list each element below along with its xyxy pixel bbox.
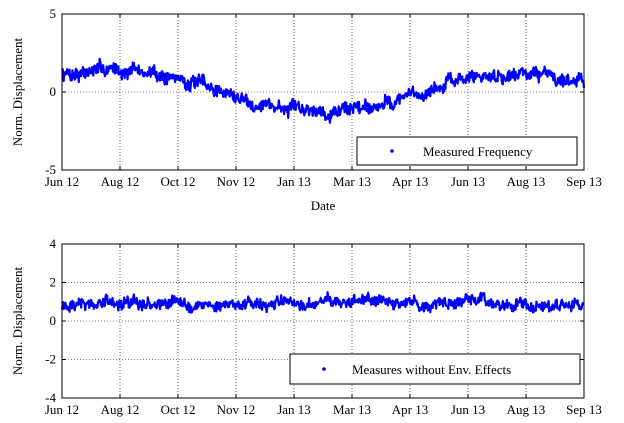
ytick-label: 2 [50, 275, 57, 290]
ytick-label: 4 [50, 236, 57, 251]
chart-bottom: 4 2 0 -2 -4 Jun 12 Aug 12 Oct 12 Nov 12 Jan 13 Ma… [10, 236, 602, 417]
legend-marker-bottom [322, 367, 326, 371]
ytick-label: 0 [50, 313, 57, 328]
ytick-label: -2 [45, 352, 56, 367]
xtick-label: Apr 13 [392, 402, 428, 417]
xtick-label: Sep 13 [566, 402, 602, 417]
xtick-label: Oct 12 [160, 174, 195, 189]
xtick-label: Sep 13 [566, 174, 602, 189]
xtick-label: Mar 13 [333, 402, 371, 417]
legend-bottom: Measures without Env. Effects [289, 353, 581, 385]
series-top [61, 57, 586, 124]
legend-box-bottom [289, 353, 581, 385]
xtick-label: Aug 13 [507, 402, 546, 417]
xtick-label: Jun 12 [45, 174, 79, 189]
legend-label-top: Measured Frequency [423, 144, 533, 159]
ytick-label: -5 [45, 162, 56, 177]
xticks-top: Jun 12 Aug 12 Oct 12 Nov 12 Jan 13 Mar 13 Apr … [45, 14, 602, 189]
xtick-label: Mar 13 [333, 174, 371, 189]
legend-marker-top [390, 149, 394, 153]
xtick-label: Nov 12 [217, 402, 256, 417]
ylabel-bottom: Norm. Displacement [10, 266, 25, 375]
xtick-label: Aug 13 [507, 174, 546, 189]
xtick-label: Aug 12 [101, 174, 140, 189]
xlabel-top: Date [311, 198, 336, 213]
xtick-label: Aug 12 [101, 402, 140, 417]
xtick-label: Oct 12 [160, 402, 195, 417]
xtick-label: Jan 13 [277, 174, 311, 189]
xtick-label: Jan 13 [277, 402, 311, 417]
xtick-label: Jun 12 [45, 402, 79, 417]
ytick-label: 0 [50, 84, 57, 99]
xtick-label: Apr 13 [392, 174, 428, 189]
chart-top: 5 0 -5 Jun 12 Aug 12 Oct 12 Nov 12 Jan 13 Mar 1… [10, 6, 602, 213]
series-line [61, 57, 586, 124]
series-line [60, 291, 585, 314]
xtick-label: Jun 13 [451, 402, 485, 417]
xtick-label: Nov 12 [217, 174, 256, 189]
legend-label-bottom: Measures without Env. Effects [352, 362, 511, 377]
series-bottom [60, 291, 585, 314]
xticks-bottom: Jun 12 Aug 12 Oct 12 Nov 12 Jan 13 Mar 13 Apr … [45, 244, 602, 417]
ytick-label: 5 [50, 6, 57, 21]
yticks-bottom: 4 2 0 -2 -4 [45, 236, 584, 405]
ytick-label: -4 [45, 390, 56, 405]
xtick-label: Jun 13 [451, 174, 485, 189]
legend-top: Measured Frequency [356, 136, 578, 166]
yticks-top: 5 0 -5 [45, 6, 584, 177]
ylabel-top: Norm. Displacement [10, 37, 25, 146]
